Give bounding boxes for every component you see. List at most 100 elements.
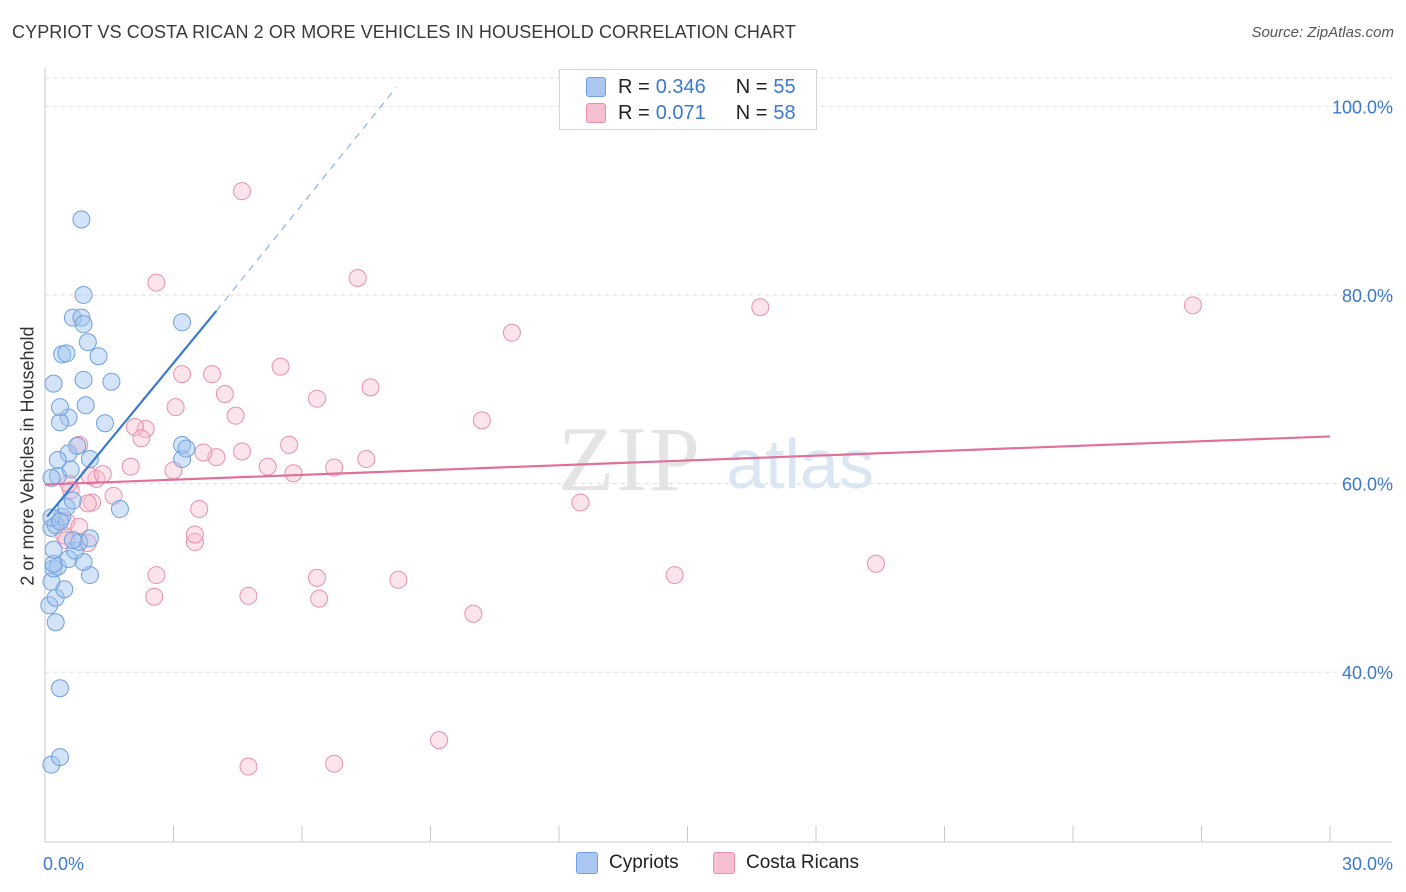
cypriot-point xyxy=(173,450,192,469)
cypriot-point xyxy=(110,500,129,519)
costa-rican-point xyxy=(430,731,449,750)
costa-rican-point xyxy=(215,384,234,403)
costa-rican-point xyxy=(310,589,329,608)
legend-row-cypriots: R = 0.346 N = 55 xyxy=(586,74,796,100)
costa-rican-point xyxy=(121,457,140,476)
cypriot-point xyxy=(40,596,59,615)
costa-rican-point xyxy=(348,268,367,287)
costa-rican-point xyxy=(325,458,344,477)
costa-rican-point xyxy=(464,604,483,623)
costa-rican-point xyxy=(125,417,144,436)
legend-swatch-cypriots xyxy=(586,77,606,97)
cypriot-point xyxy=(63,531,82,550)
costa-rican-point xyxy=(145,587,164,606)
cypriot-point xyxy=(50,679,69,698)
cypriot-point xyxy=(50,512,69,531)
bottom-legend-label: Costa Ricans xyxy=(746,852,859,873)
cypriot-point xyxy=(173,313,192,332)
legend-r-value: 0.071 xyxy=(655,101,706,124)
cypriot-point xyxy=(72,210,91,229)
watermark: ZIP atlas xyxy=(558,408,874,510)
cypriot-point xyxy=(50,413,69,432)
costa-rican-point xyxy=(258,457,277,476)
cypriot-point xyxy=(50,748,69,767)
costa-rican-point xyxy=(104,486,123,505)
cypriot-point xyxy=(102,372,121,391)
costa-rican-point xyxy=(226,406,245,425)
costa-rican-point xyxy=(357,450,376,469)
legend-n-label: N = xyxy=(735,75,768,98)
cypriot-point xyxy=(42,508,61,527)
costa-rican-point xyxy=(233,182,252,201)
trend-lines xyxy=(215,87,397,312)
costa-rican-point xyxy=(284,464,303,483)
costa-rican-point xyxy=(571,493,590,512)
costa-rican-point xyxy=(203,365,222,384)
legend-swatch-costa-ricans xyxy=(586,103,606,123)
y-tick-label: 100.0% xyxy=(1332,97,1393,117)
costa-rican-point xyxy=(472,411,491,430)
costa-rican-point xyxy=(194,443,213,462)
costa-rican-point xyxy=(325,754,344,773)
costa-rican-point xyxy=(866,554,885,573)
cypriot-point xyxy=(177,439,196,458)
costa-rican-point xyxy=(751,298,770,317)
tick-labels: 40.0% 60.0% 80.0% 100.0% 0.0% 30.0% xyxy=(43,97,1393,874)
cypriots-trend-extension xyxy=(215,87,397,312)
costa-rican-point xyxy=(147,273,166,292)
grid-lines xyxy=(45,77,1392,673)
legend: R = 0.346 N = 55 R = 0.071 N = 58 xyxy=(559,69,817,130)
costa-rican-point xyxy=(389,570,408,589)
cypriots-points xyxy=(40,210,196,774)
legend-r-label: R = xyxy=(618,75,650,98)
x-tick-label: 0.0% xyxy=(43,854,84,874)
costa-ricans-trend-line xyxy=(44,435,1331,486)
costa-rican-point xyxy=(185,533,204,552)
costa-rican-point xyxy=(93,465,112,484)
y-tick-label: 60.0% xyxy=(1342,475,1393,495)
bottom-legend-costa-ricans: Costa Ricans xyxy=(713,852,859,874)
cypriot-point xyxy=(46,613,65,632)
legend-n-value: 55 xyxy=(773,75,796,98)
cypriot-point xyxy=(80,566,99,585)
cypriot-point xyxy=(74,315,93,334)
cypriot-point xyxy=(74,370,93,389)
cypriot-point xyxy=(42,572,61,591)
cypriot-point xyxy=(44,540,63,559)
costa-rican-point xyxy=(78,494,97,513)
cypriot-point xyxy=(50,398,69,417)
cypriot-point xyxy=(80,450,99,469)
legend-row-costa-ricans: R = 0.071 N = 58 xyxy=(586,100,796,126)
cypriot-point xyxy=(76,396,95,415)
costa-rican-point xyxy=(173,365,192,384)
costa-rican-point xyxy=(361,378,380,397)
costa-rican-point xyxy=(166,398,185,417)
chart-title: CYPRIOT VS COSTA RICAN 2 OR MORE VEHICLE… xyxy=(12,22,797,42)
costa-rican-point xyxy=(147,566,166,585)
cypriot-point xyxy=(89,347,108,366)
costa-rican-point xyxy=(132,429,151,448)
cypriot-point xyxy=(74,285,93,304)
axes xyxy=(44,68,1392,843)
legend-n-value: 58 xyxy=(773,101,796,124)
cypriot-point xyxy=(44,374,63,393)
cypriot-point xyxy=(78,333,97,352)
costa-rican-point xyxy=(1183,296,1202,315)
legend-n-label: N = xyxy=(735,101,768,124)
legend-r-value: 0.346 xyxy=(655,75,706,98)
costa-rican-point xyxy=(239,586,258,605)
cypriot-point xyxy=(63,491,82,510)
y-axis-label: 2 or more Vehicles in Household xyxy=(17,326,38,586)
bottom-legend-swatch-costa-ricans xyxy=(713,852,735,874)
costa-rican-point xyxy=(280,435,299,454)
y-tick-label: 40.0% xyxy=(1342,663,1393,683)
watermark-atlas: atlas xyxy=(726,425,874,503)
cypriot-point xyxy=(61,460,80,479)
cypriot-point xyxy=(72,308,91,327)
source-label: Source: ZipAtlas.com xyxy=(1251,24,1394,41)
cypriot-point xyxy=(57,344,76,363)
y-tick-label: 80.0% xyxy=(1342,286,1393,306)
cypriot-point xyxy=(68,436,87,455)
legend-r-label: R = xyxy=(618,101,650,124)
